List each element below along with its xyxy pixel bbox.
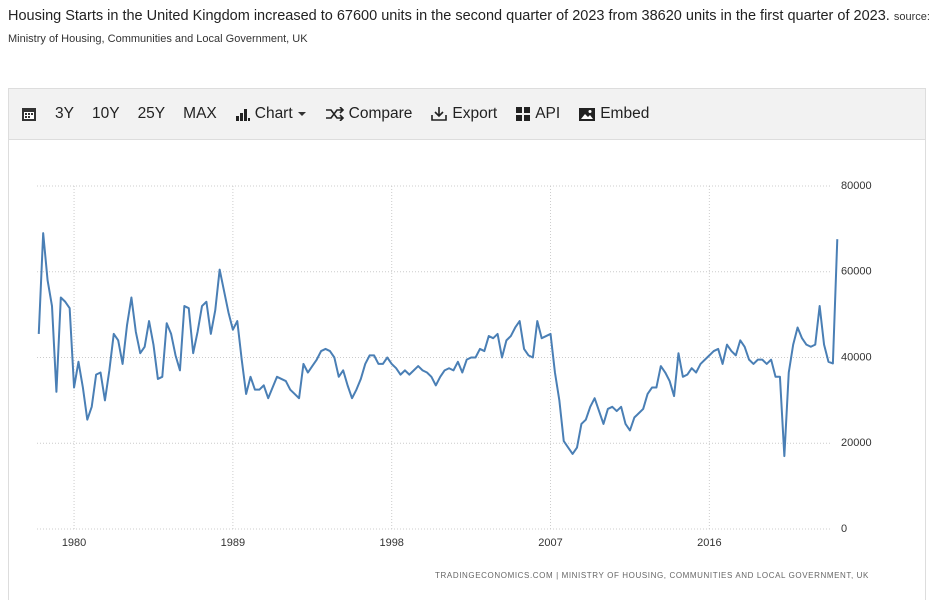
header: Housing Starts in the United Kingdom inc…: [8, 6, 933, 50]
chart-menu[interactable]: Chart: [235, 105, 307, 123]
source: source: Ministry of Housing, Communities…: [8, 11, 930, 45]
x-tick-label: 1980: [62, 537, 86, 549]
footer-source: TRADINGECONOMICS.COM | MINISTRY OF HOUSI…: [435, 571, 869, 580]
embed-label: Embed: [600, 105, 650, 122]
headline: Housing Starts in the United Kingdom inc…: [8, 8, 890, 24]
calendar-icon: [22, 108, 36, 121]
x-tick-label: 1998: [379, 537, 403, 549]
x-tick-label: 2016: [697, 537, 721, 549]
embed-button[interactable]: Embed: [578, 105, 649, 123]
range-max[interactable]: MAX: [183, 105, 217, 122]
range-10y[interactable]: 10Y: [91, 105, 120, 122]
x-tick-label: 1989: [221, 537, 245, 549]
x-tick-label: 2007: [538, 537, 562, 549]
caret: [297, 112, 306, 116]
y-tick-label: 80000: [841, 180, 872, 192]
compare-icon: [325, 107, 344, 121]
api-icon: [516, 107, 531, 121]
toolbar: 3Y 10Y 25Y MAX Chart Compare Export API …: [8, 88, 926, 140]
export-label: Export: [452, 105, 498, 122]
chart: TRADINGECONOMICS.COM | MINISTRY OF HOUSI…: [37, 180, 872, 580]
range-25y[interactable]: 25Y: [137, 105, 166, 122]
chart-label: Chart: [254, 105, 293, 122]
compare-label: Compare: [348, 105, 413, 122]
compare-button[interactable]: Compare: [325, 105, 413, 123]
y-tick-label: 40000: [841, 351, 872, 363]
export-button[interactable]: Export: [430, 105, 497, 123]
api-label: API: [535, 105, 561, 122]
y-tick-label: 0: [841, 523, 847, 535]
embed-icon: [579, 107, 596, 121]
export-icon: [431, 107, 448, 121]
chart-panel: TRADINGECONOMICS.COM | MINISTRY OF HOUSI…: [8, 140, 926, 600]
calendar-button[interactable]: [21, 106, 37, 122]
range-3y[interactable]: 3Y: [55, 105, 74, 122]
data-line: [37, 232, 839, 458]
y-tick-label: 20000: [841, 437, 872, 449]
y-tick-label: 60000: [841, 266, 872, 278]
api-button[interactable]: API: [515, 105, 560, 123]
chart-icon: [235, 109, 250, 121]
